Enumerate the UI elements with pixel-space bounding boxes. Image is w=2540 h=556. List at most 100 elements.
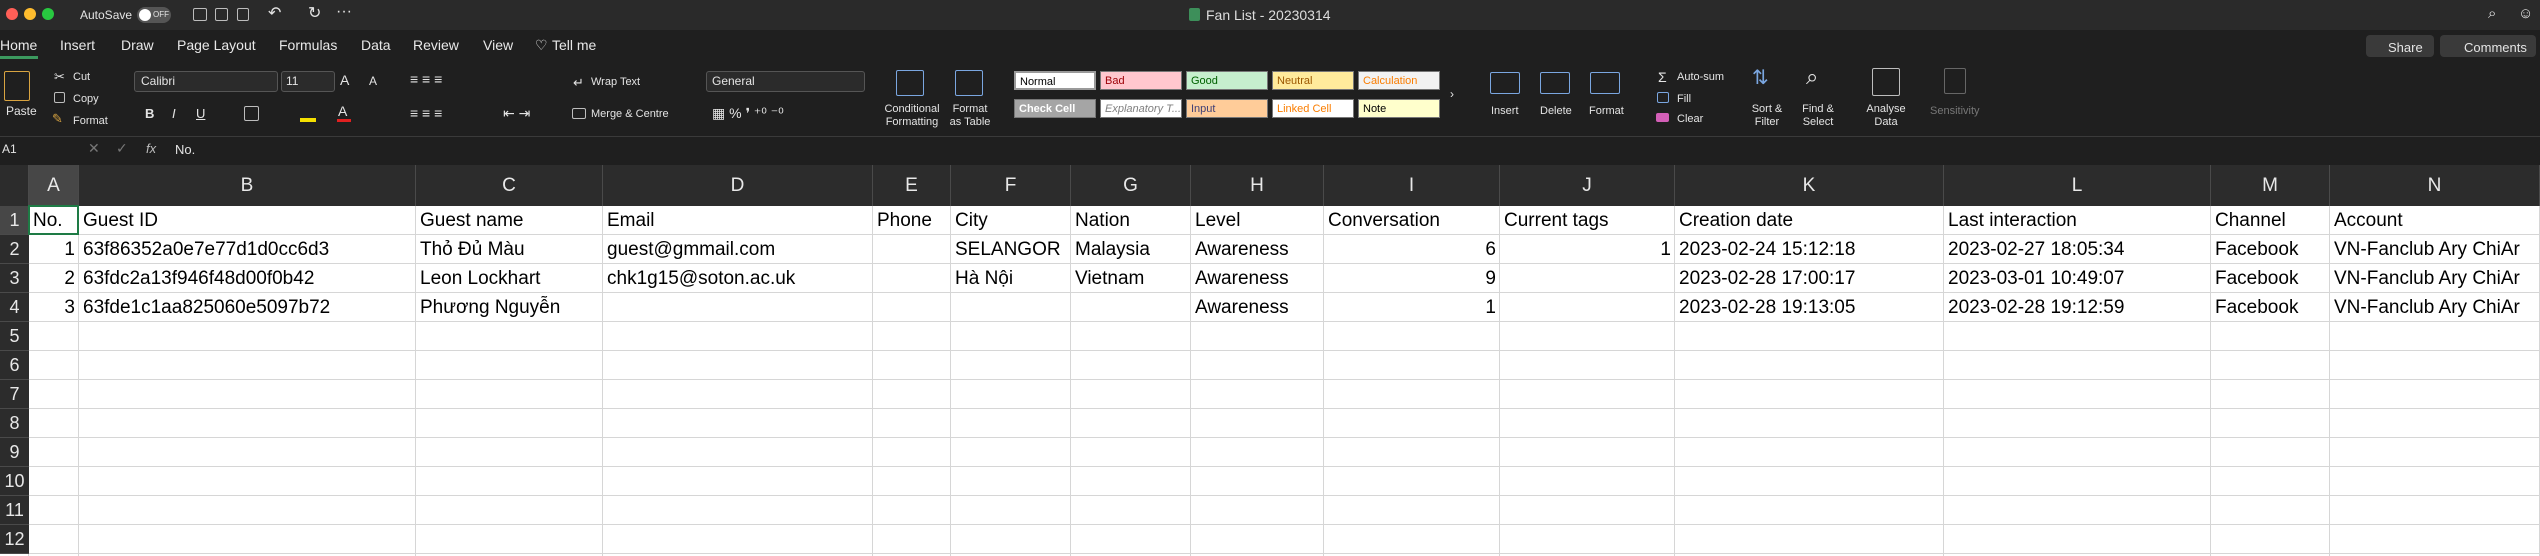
format-icon[interactable] (1590, 72, 1620, 94)
cut-icon[interactable]: ✂ (54, 69, 65, 84)
comments-button[interactable] (2440, 35, 2536, 57)
cell[interactable]: Phương Nguyễn (420, 297, 561, 318)
clear-label[interactable]: Clear (1677, 113, 1704, 125)
cell[interactable]: 1 (64, 239, 75, 260)
analyse-data[interactable]: Analyse Data (1866, 103, 1906, 128)
copy-label[interactable]: Copy (73, 93, 99, 105)
cell[interactable]: Guest name (420, 210, 524, 231)
column-header[interactable]: H (1191, 165, 1324, 206)
tab[interactable]: Review (413, 37, 459, 53)
find-select[interactable]: Find & Select (1802, 103, 1834, 128)
cell[interactable]: 2 (64, 268, 75, 289)
merge-icon[interactable] (572, 108, 586, 119)
tab[interactable]: Draw (121, 37, 154, 53)
undo-icon[interactable]: ↶ (268, 5, 282, 22)
row-header[interactable]: 10 (0, 467, 29, 496)
styles-more[interactable]: › (1450, 87, 1454, 101)
fill-icon[interactable] (1657, 92, 1669, 103)
row-header[interactable]: 3 (0, 264, 29, 293)
insert-icon[interactable] (1490, 72, 1520, 94)
formula-content[interactable]: No. (175, 142, 196, 157)
conditional-formatting-icon[interactable] (896, 70, 924, 96)
row-header[interactable]: 5 (0, 322, 29, 351)
style-linked-cell[interactable]: Linked Cell (1272, 99, 1354, 118)
autosum-icon[interactable]: Σ (1658, 69, 1667, 85)
find-select-icon[interactable]: ⌕ (1806, 64, 1819, 89)
format-label[interactable]: Format (1589, 105, 1624, 117)
cell[interactable]: Current tags (1504, 210, 1609, 231)
style-neutral[interactable]: Neutral (1272, 71, 1354, 90)
style-explanatory[interactable]: Explanatory T... (1100, 99, 1182, 118)
indent-icons[interactable]: ⇤ ⇥ (503, 105, 531, 121)
cell[interactable]: Malaysia (1075, 239, 1150, 260)
fx-label[interactable]: fx (146, 141, 157, 156)
style-calculation[interactable]: Calculation (1358, 71, 1440, 90)
tab[interactable]: Home (0, 37, 38, 53)
select-all-corner[interactable] (0, 165, 29, 206)
cell[interactable]: VN-Fanclub Ary ChiAr (2334, 268, 2520, 289)
column-header[interactable]: M (2211, 165, 2330, 206)
cell[interactable]: 2023-02-24 15:12:18 (1679, 239, 1856, 260)
column-header[interactable]: K (1675, 165, 1944, 206)
cell[interactable]: Facebook (2215, 268, 2299, 289)
account-icon[interactable]: ☺ (2518, 5, 2534, 22)
analyse-data-icon[interactable] (1872, 68, 1900, 96)
shrink-font[interactable]: A (369, 74, 378, 88)
close-button[interactable] (6, 8, 18, 20)
column-header[interactable]: L (1944, 165, 2211, 206)
style-input[interactable]: Input (1186, 99, 1268, 118)
cell[interactable]: Phone (877, 210, 932, 231)
cell[interactable]: SELANGOR (955, 239, 1061, 260)
cell[interactable]: Creation date (1679, 210, 1794, 231)
paste-icon[interactable] (4, 71, 30, 101)
cell[interactable]: 2023-03-01 10:49:07 (1948, 268, 2125, 289)
align-icons[interactable]: ≡ ≡ ≡ (410, 71, 443, 87)
row-header[interactable]: 8 (0, 409, 29, 438)
insert-label[interactable]: Insert (1491, 105, 1519, 117)
cell[interactable]: 63fdc2a13f946f48d00f0b42 (83, 268, 315, 289)
cell[interactable]: 1 (1485, 297, 1496, 318)
row-header[interactable]: 2 (0, 235, 29, 264)
tab[interactable]: Formulas (279, 37, 338, 53)
bold[interactable]: B (145, 106, 155, 121)
cell[interactable]: Nation (1075, 210, 1130, 231)
fill-color[interactable] (300, 118, 316, 122)
cell[interactable]: Account (2334, 210, 2403, 231)
cell[interactable]: Thỏ Đủ Màu (420, 239, 525, 260)
cell[interactable]: 2023-02-27 18:05:34 (1948, 239, 2125, 260)
cut-label[interactable]: Cut (73, 71, 91, 83)
grow-font[interactable]: A (340, 72, 350, 88)
column-header[interactable]: N (2330, 165, 2540, 206)
cell[interactable]: 6 (1485, 239, 1496, 260)
conditional-formatting[interactable]: Conditional Formatting (884, 103, 940, 128)
style-bad[interactable]: Bad (1100, 71, 1182, 90)
cell[interactable]: VN-Fanclub Ary ChiAr (2334, 297, 2520, 318)
row-header[interactable]: 6 (0, 351, 29, 380)
tab[interactable]: View (483, 37, 514, 53)
fill-label[interactable]: Fill (1677, 93, 1692, 105)
align-icons[interactable]: ≡ ≡ ≡ (410, 105, 443, 121)
cell[interactable]: 9 (1485, 268, 1496, 289)
cell[interactable]: 63f86352a0e7e77d1d0cc6d3 (83, 239, 330, 260)
cell[interactable]: Facebook (2215, 297, 2299, 318)
number-format-box[interactable] (706, 71, 865, 92)
style-note[interactable]: Note (1358, 99, 1440, 118)
row-header[interactable]: 11 (0, 496, 29, 525)
column-header[interactable]: A (29, 165, 79, 206)
column-header[interactable]: F (951, 165, 1071, 206)
format-painter-label[interactable]: Format (73, 115, 108, 127)
column-header[interactable]: G (1071, 165, 1191, 206)
font-color[interactable]: A (338, 103, 348, 119)
cell[interactable]: Conversation (1328, 210, 1440, 231)
cell[interactable]: 1 (1660, 239, 1671, 260)
print-icon[interactable] (237, 8, 249, 21)
cell[interactable]: Facebook (2215, 239, 2299, 260)
format-as-table-icon[interactable] (955, 70, 983, 96)
more-icon[interactable]: ··· (336, 3, 352, 20)
share-button[interactable] (2366, 35, 2434, 57)
sort-filter-icon[interactable]: ⇅ (1752, 67, 1769, 89)
font-box[interactable] (134, 71, 278, 92)
font-size-box[interactable] (281, 71, 335, 92)
column-header[interactable]: E (873, 165, 951, 206)
column-header[interactable]: C (416, 165, 603, 206)
